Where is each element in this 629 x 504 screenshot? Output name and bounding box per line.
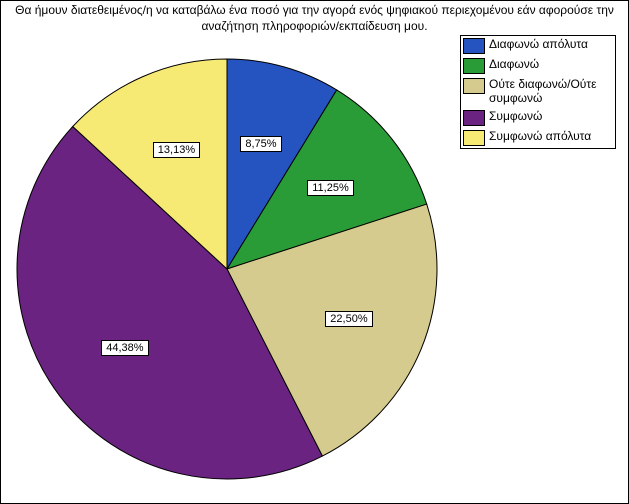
slice-label: 22,50% bbox=[325, 311, 372, 327]
legend-item: Συμφωνώ απόλυτα bbox=[461, 128, 615, 148]
legend-label: Διαφωνώ απόλυτα bbox=[489, 36, 594, 54]
legend-label: Συμφωνώ απόλυτα bbox=[489, 128, 597, 146]
legend-label: Διαφωνώ bbox=[489, 56, 545, 74]
legend-label: Συμφωνώ bbox=[489, 108, 548, 126]
legend-item: Συμφωνώ bbox=[461, 108, 615, 128]
slice-label: 8,75% bbox=[240, 136, 281, 152]
chart-frame: Θα ήμουν διατεθειμένος/η να καταβάλω ένα… bbox=[0, 0, 629, 504]
legend-swatch bbox=[463, 58, 485, 74]
legend-swatch bbox=[463, 38, 485, 54]
legend-swatch bbox=[463, 78, 485, 94]
slice-label: 11,25% bbox=[307, 180, 354, 196]
legend-item: Ούτε διαφωνώ/Ούτε συμφωνώ bbox=[461, 76, 615, 108]
chart-title: Θα ήμουν διατεθειμένος/η να καταβάλω ένα… bbox=[1, 3, 628, 34]
legend-swatch bbox=[463, 110, 485, 126]
legend-item: Διαφωνώ απόλυτα bbox=[461, 36, 615, 56]
legend-item: Διαφωνώ bbox=[461, 56, 615, 76]
legend-label: Ούτε διαφωνώ/Ούτε συμφωνώ bbox=[489, 76, 615, 108]
legend: Διαφωνώ απόλυτα Διαφωνώ Ούτε διαφωνώ/Ούτε … bbox=[460, 35, 616, 149]
legend-swatch bbox=[463, 130, 485, 146]
pie-chart: 8,75% 11,25% 22,50% 44,38% 13,13% bbox=[7, 49, 447, 489]
slice-label: 44,38% bbox=[101, 340, 148, 356]
pie-svg bbox=[7, 49, 447, 489]
slice-label: 13,13% bbox=[153, 142, 200, 158]
